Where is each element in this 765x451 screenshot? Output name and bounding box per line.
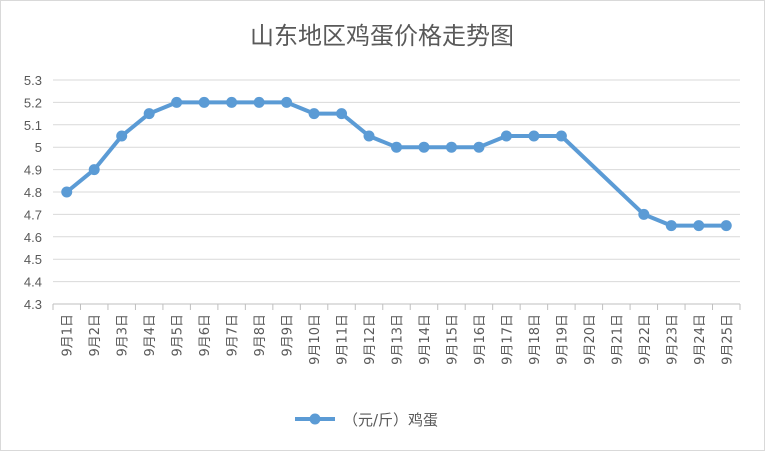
data-point[interactable]: [418, 141, 430, 153]
data-point[interactable]: [171, 96, 183, 108]
data-point[interactable]: [500, 130, 512, 142]
x-tick-label: 9月2日: [88, 314, 103, 357]
x-tick-label: 9月24日: [693, 314, 708, 365]
data-point[interactable]: [638, 208, 650, 220]
data-point[interactable]: [528, 130, 540, 142]
y-tick-label: 4.3: [24, 297, 42, 312]
x-tick-label: 9月19日: [555, 314, 570, 365]
x-tick-label: 9月3日: [116, 314, 131, 357]
x-axis-ticks: 9月1日 9月2日 9月3日 9月4日 9月5日 9月6日 9月7日 9月8日 9月9日 9月10…: [52, 304, 741, 365]
y-tick-label: 5: [35, 140, 42, 155]
x-tick-label: 9月12日: [363, 314, 378, 365]
x-tick-label: 9月11日: [336, 314, 351, 365]
y-tick-label: 5.1: [24, 118, 42, 133]
data-point[interactable]: [143, 108, 155, 120]
x-tick-label: 9月6日: [198, 314, 213, 357]
series-line-0: [64, 100, 729, 228]
data-point[interactable]: [116, 130, 128, 142]
x-tick-label: 9月5日: [171, 314, 186, 357]
x-tick-label: 9月10日: [308, 314, 323, 365]
x-tick-label: 9月1日: [61, 314, 76, 357]
x-tick-label: 9月23日: [665, 314, 680, 365]
gridlines: [53, 79, 740, 305]
y-tick-label: 5.2: [24, 95, 42, 110]
y-tick-label: 4.7: [24, 207, 42, 222]
series-layer: [61, 96, 732, 232]
legend-label: （元/斤）鸡蛋: [343, 411, 438, 429]
y-tick-label: 4.8: [24, 185, 42, 200]
x-tick-label: 9月18日: [528, 314, 543, 365]
chart-title: 山东地区鸡蛋价格走势图: [250, 22, 514, 50]
x-tick-label: 9月7日: [226, 314, 241, 357]
data-point[interactable]: [308, 108, 320, 120]
x-tick-label: 9月4日: [143, 314, 158, 357]
data-point[interactable]: [473, 141, 485, 153]
x-tick-label: 9月17日: [500, 314, 515, 365]
y-tick-label: 4.6: [24, 230, 42, 245]
x-tick-label: 9月14日: [418, 314, 433, 365]
legend[interactable]: （元/斤）鸡蛋: [295, 411, 438, 429]
x-tick-label: 9月25日: [720, 314, 735, 365]
y-tick-label: 4.4: [24, 275, 42, 290]
data-point[interactable]: [720, 220, 732, 232]
x-tick-label: 9月15日: [445, 314, 460, 365]
data-point[interactable]: [281, 96, 293, 108]
data-point[interactable]: [363, 130, 375, 142]
data-point[interactable]: [693, 220, 705, 232]
x-tick-label: 9月21日: [610, 314, 625, 365]
x-tick-label: 9月22日: [638, 314, 653, 365]
data-point[interactable]: [253, 96, 265, 108]
data-point[interactable]: [445, 141, 457, 153]
y-tick-label: 5.3: [24, 73, 42, 88]
x-tick-label: 9月13日: [391, 314, 406, 365]
data-point[interactable]: [555, 130, 567, 142]
data-point[interactable]: [198, 96, 210, 108]
y-tick-label: 4.5: [24, 252, 42, 267]
data-point[interactable]: [391, 141, 402, 153]
data-point[interactable]: [226, 96, 238, 108]
x-tick-label: 9月9日: [281, 314, 296, 357]
data-point[interactable]: [88, 164, 100, 176]
data-point[interactable]: [61, 186, 73, 198]
x-tick-label: 9月16日: [473, 314, 488, 365]
data-point[interactable]: [665, 220, 677, 232]
data-point[interactable]: [336, 108, 348, 120]
y-tick-label: 4.9: [24, 163, 42, 178]
x-tick-label: 9月20日: [583, 314, 598, 365]
y-axis-ticks: 4.3 4.4 4.5 4.6 4.7 4.8 4.9 5 5.1 5.2 5.3: [24, 73, 42, 312]
legend-marker-swatch: [309, 413, 321, 425]
x-tick-label: 9月8日: [253, 314, 268, 357]
